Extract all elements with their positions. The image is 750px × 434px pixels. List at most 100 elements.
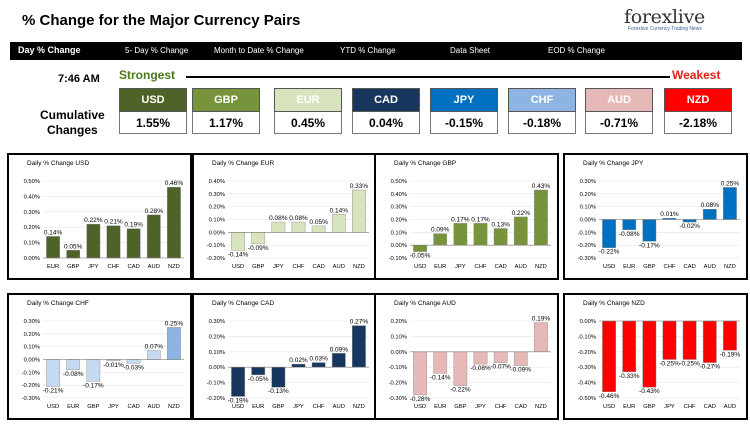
bar-chart: -0.20% -0.10% 0.00% 0.10% 0.20% 0.30% 0.40% -0.… xyxy=(207,179,369,270)
y-tick-label: -0.30% xyxy=(22,396,40,402)
currency-cumulative-value: 1.55% xyxy=(119,112,187,134)
x-tick-label: NZD xyxy=(353,404,365,410)
data-label: -0.13% xyxy=(268,388,289,395)
bar-jpy xyxy=(271,221,286,233)
bar-jpy xyxy=(86,223,101,259)
bar-usd xyxy=(46,359,60,387)
bar-nzd xyxy=(167,327,181,360)
x-tick-label: NZD xyxy=(168,404,180,410)
y-tick-label: 0.40% xyxy=(24,194,40,200)
currency-box-nzd: NZD -2.18% xyxy=(664,88,732,134)
x-tick-label: EUR xyxy=(67,404,79,410)
bar-aud xyxy=(513,216,528,246)
y-tick-label: 0.20% xyxy=(209,334,225,340)
data-label: -0.14% xyxy=(430,374,451,381)
bar-gbp xyxy=(66,250,81,259)
currency-name: GBP xyxy=(192,88,260,112)
x-tick-label: AUD xyxy=(515,264,527,270)
y-tick-label: 0.00% xyxy=(391,350,407,356)
data-label: -0.09% xyxy=(510,367,531,374)
y-tick-label: 0.00% xyxy=(580,319,596,325)
y-tick-label: 0.10% xyxy=(24,345,40,351)
forexlive-logo[interactable]: forexlive Forexlive Currency Trading New… xyxy=(624,6,734,40)
chart-panel-4: Daily % Change CHF -0.30% -0.20% -0.10% 0.00… xyxy=(7,293,192,420)
x-tick-label: NZD xyxy=(535,404,547,410)
y-tick-label: 0.10% xyxy=(209,218,225,224)
y-tick-label: -0.30% xyxy=(578,256,596,262)
x-tick-label: CHF xyxy=(313,404,325,410)
y-tick-label: 0.00% xyxy=(580,218,596,224)
data-label: 0.05% xyxy=(309,219,328,226)
y-tick-label: -0.30% xyxy=(389,396,407,402)
x-tick-label: USD xyxy=(603,264,615,270)
bar-jpy xyxy=(291,363,306,368)
bar-jpy xyxy=(473,351,488,365)
data-label: -0.01% xyxy=(103,362,124,369)
nav-ytd-change[interactable]: YTD % Change xyxy=(340,46,396,55)
currency-box-usd: USD 1.55% xyxy=(119,88,187,134)
currency-box-eur: EUR 0.45% xyxy=(274,88,342,134)
currency-box-chf: CHF -0.18% xyxy=(508,88,576,134)
data-label: -0.05% xyxy=(248,376,269,383)
currency-cumulative-value: -2.18% xyxy=(664,112,732,134)
bar-cad xyxy=(126,359,141,364)
x-tick-label: NZD xyxy=(168,264,180,270)
nav-bar: Day % Change 5- Day % Change Month to Da… xyxy=(10,42,742,60)
bar-usd xyxy=(602,320,616,393)
data-label: -0.07% xyxy=(490,364,511,371)
data-label: -0.21% xyxy=(43,387,64,394)
x-tick-label: GBP xyxy=(272,404,284,410)
currency-cumulative-value: -0.18% xyxy=(508,112,576,134)
x-tick-label: GBP xyxy=(67,264,79,270)
x-tick-label: USD xyxy=(232,264,244,270)
bar-chf xyxy=(106,225,121,259)
x-tick-label: AUD xyxy=(704,264,716,270)
bar-usd xyxy=(231,232,245,251)
y-tick-label: 0.20% xyxy=(24,332,40,338)
strength-scale-line xyxy=(186,76,670,78)
x-tick-label: NZD xyxy=(353,264,365,270)
bar-nzd xyxy=(352,189,366,233)
x-tick-label: CAD xyxy=(515,404,527,410)
bar-chf xyxy=(291,221,306,233)
currency-cumulative-value: -0.15% xyxy=(430,112,498,134)
y-tick-label: 0.30% xyxy=(24,210,40,216)
x-tick-label: CAD xyxy=(313,264,325,270)
data-label: 0.14% xyxy=(330,207,349,214)
y-tick-label: -0.10% xyxy=(207,243,225,249)
x-tick-label: JPY xyxy=(455,264,466,270)
bar-gbp xyxy=(453,351,468,386)
nav-5day-change[interactable]: 5- Day % Change xyxy=(125,46,189,55)
currency-name: JPY xyxy=(430,88,498,112)
y-tick-label: 0.30% xyxy=(24,319,40,325)
y-tick-label: 0.00% xyxy=(391,243,407,249)
currency-name: CAD xyxy=(352,88,420,112)
bar-chart: -0.10% 0.00% 0.10% 0.20% 0.30% 0.40% 0.50% -0.0… xyxy=(389,179,551,270)
chart-panel-3: Daily % Change JPY -0.30% -0.20% -0.10% 0.00… xyxy=(563,153,748,280)
chart-title: Daily % Change EUR xyxy=(212,160,275,167)
bar-eur xyxy=(622,320,637,373)
currency-name: EUR xyxy=(274,88,342,112)
y-tick-label: -0.10% xyxy=(389,365,407,371)
y-tick-label: -0.10% xyxy=(389,256,407,262)
data-label: -0.08% xyxy=(619,231,640,238)
nav-eod-change[interactable]: EOD % Change xyxy=(548,46,605,55)
x-tick-label: EUR xyxy=(434,264,446,270)
nav-day-change[interactable]: Day % Change xyxy=(18,45,81,55)
data-label: -0.17% xyxy=(639,242,660,249)
chart-title: Daily % Change GBP xyxy=(394,160,457,167)
timestamp: 7:46 AM xyxy=(58,73,100,85)
x-tick-label: EUR xyxy=(434,404,446,410)
data-label: 0.43% xyxy=(532,183,551,190)
nav-mtd-change[interactable]: Month to Date % Change xyxy=(214,46,304,55)
page-title: % Change for the Major Currency Pairs xyxy=(22,12,301,29)
data-label: -0.22% xyxy=(450,387,471,394)
chart-title: Daily % Change USD xyxy=(27,160,90,167)
bar-cad xyxy=(513,351,528,366)
x-tick-label: CAD xyxy=(128,404,140,410)
nav-data-sheet[interactable]: Data Sheet xyxy=(450,46,491,55)
chart-panel-1: Daily % Change EUR -0.20% -0.10% 0.00% 0.10%… xyxy=(192,153,377,280)
y-tick-label: 0.50% xyxy=(391,179,407,185)
y-tick-label: -0.10% xyxy=(22,370,40,376)
x-tick-label: CHF xyxy=(293,264,305,270)
